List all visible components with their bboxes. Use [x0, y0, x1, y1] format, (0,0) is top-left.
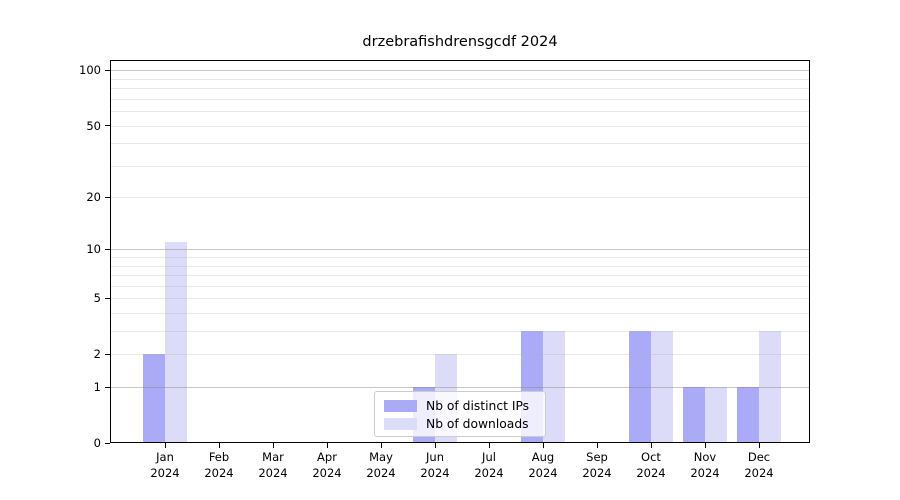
bar-nb-of-distinct-ips-oct [629, 331, 651, 443]
minor-gridline-2 [110, 354, 810, 356]
y-tick-label-5: 5 [93, 291, 101, 306]
x-tick-mark-dec [758, 443, 760, 448]
x-tick-mark-jan [164, 443, 166, 448]
minor-gridline-5 [110, 298, 810, 300]
y-tick-label-10: 10 [86, 242, 101, 257]
minor-gridline-4 [110, 313, 810, 315]
minor-gridline-9 [110, 257, 810, 259]
y-tick-label-1: 1 [93, 380, 101, 395]
legend-swatch-downloads [384, 418, 417, 430]
minor-gridline-70 [110, 98, 810, 100]
x-tick-label-nov: Nov 2024 [690, 450, 720, 480]
x-tick-label-jan: Jan 2024 [150, 450, 180, 480]
bar-nb-of-downloads-dec [759, 331, 781, 443]
y-tick-mark-1 [105, 386, 110, 388]
grid-layer [110, 60, 810, 443]
bar-nb-of-downloads-oct [651, 331, 673, 443]
x-tick-mark-jun [434, 443, 436, 448]
legend-label-distinct-ips: Nb of distinct IPs [426, 399, 530, 413]
minor-gridline-30 [110, 165, 810, 167]
bar-nb-of-downloads-nov [705, 387, 727, 443]
bar-nb-of-distinct-ips-dec [737, 387, 759, 443]
x-tick-mark-feb [218, 443, 220, 448]
minor-gridline-8 [110, 265, 810, 267]
minor-gridline-60 [110, 111, 810, 113]
legend-swatch-distinct-ips [384, 400, 417, 412]
minor-gridline-40 [110, 143, 810, 145]
x-tick-label-dec: Dec 2024 [744, 450, 774, 480]
minor-gridline-80 [110, 88, 810, 90]
x-tick-label-sep: Sep 2024 [582, 450, 612, 480]
minor-gridline-3 [110, 331, 810, 333]
x-tick-mark-nov [704, 443, 706, 448]
x-tick-label-feb: Feb 2024 [204, 450, 234, 480]
x-tick-mark-aug [542, 443, 544, 448]
x-tick-label-may: May 2024 [366, 450, 396, 480]
y-tick-label-100: 100 [79, 63, 101, 78]
bar-nb-of-distinct-ips-nov [683, 387, 705, 443]
x-tick-label-aug: Aug 2024 [528, 450, 558, 480]
y-tick-mark-2 [105, 353, 110, 355]
y-tick-mark-100 [105, 69, 110, 72]
y-tick-label-50: 50 [86, 118, 101, 133]
bar-nb-of-downloads-jan [165, 242, 187, 443]
minor-gridline-20 [110, 197, 810, 199]
bar-nb-of-distinct-ips-jan [143, 354, 165, 443]
x-tick-label-jul: Jul 2024 [474, 450, 504, 480]
y-tick-label-20: 20 [86, 190, 101, 205]
x-tick-mark-apr [326, 443, 328, 448]
y-tick-mark-50 [105, 125, 110, 127]
y-tick-mark-10 [105, 248, 110, 251]
minor-gridline-6 [110, 285, 810, 287]
minor-gridline-50 [110, 125, 810, 127]
minor-gridline-7 [110, 275, 810, 277]
x-tick-mark-sep [596, 443, 598, 448]
plot-area [110, 60, 810, 443]
y-tick-label-0: 0 [93, 436, 101, 450]
x-tick-label-apr: Apr 2024 [312, 450, 342, 480]
x-tick-mark-jul [488, 443, 490, 448]
y-tick-label-2: 2 [93, 347, 101, 362]
legend-item-downloads: Nb of downloads [384, 415, 536, 433]
y-tick-mark-20 [105, 196, 110, 198]
x-tick-mark-oct [650, 443, 652, 448]
major-gridline-100 [110, 70, 810, 72]
legend-item-distinct-ips: Nb of distinct IPs [384, 397, 536, 415]
major-gridline-10 [110, 249, 810, 251]
bars-layer [110, 60, 810, 443]
legend-label-downloads: Nb of downloads [426, 417, 529, 431]
x-tick-label-oct: Oct 2024 [636, 450, 666, 480]
x-tick-label-mar: Mar 2024 [258, 450, 288, 480]
chart-title: drzebrafishdrensgcdf 2024 [362, 34, 558, 50]
x-tick-mark-may [380, 443, 382, 448]
x-tick-label-jun: Jun 2024 [420, 450, 450, 480]
bar-nb-of-downloads-aug [543, 331, 565, 443]
legend: Nb of distinct IPs Nb of downloads [374, 391, 546, 437]
major-gridline-1 [110, 387, 810, 389]
y-tick-mark-0 [105, 442, 110, 444]
x-tick-mark-mar [272, 443, 274, 448]
minor-gridline-90 [110, 78, 810, 80]
y-tick-mark-5 [105, 297, 110, 300]
